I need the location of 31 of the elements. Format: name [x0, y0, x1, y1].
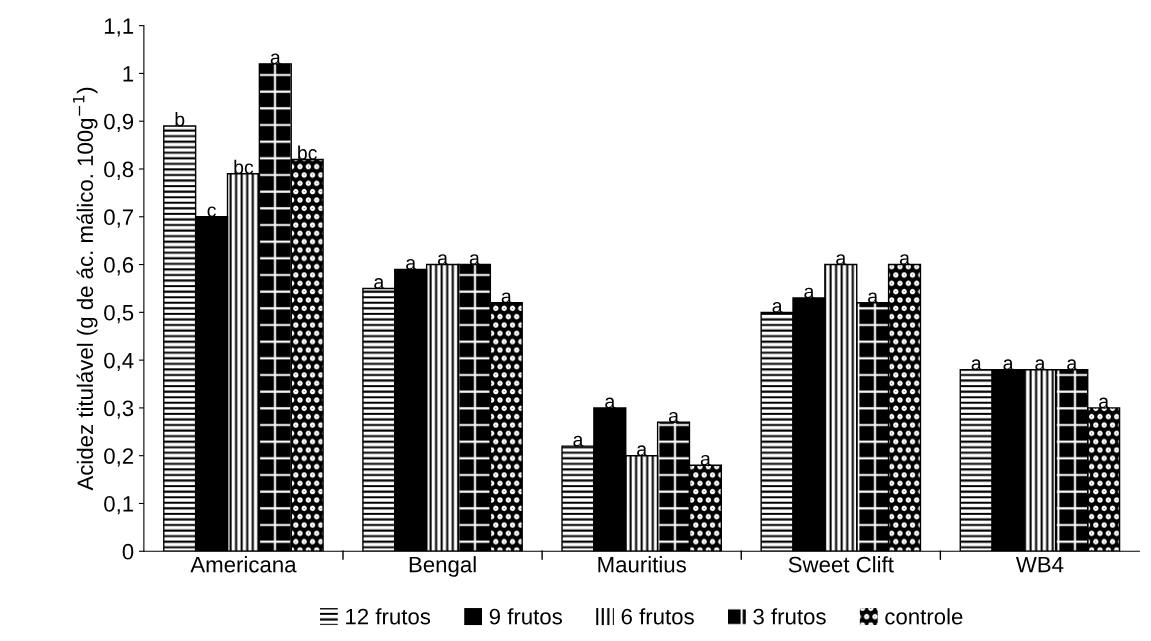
data-label: a — [605, 397, 616, 409]
legend-label: controle — [885, 608, 963, 625]
y-tick-label: 1,1 — [104, 18, 134, 37]
data-label: a — [270, 53, 281, 65]
y-tick-label: 0,1 — [104, 496, 134, 515]
data-label: a — [700, 454, 711, 466]
x-tick-label: Sweet Clift — [788, 556, 894, 573]
y-tick-label: 1 — [123, 66, 134, 82]
y-tick-label: 0,3 — [104, 400, 134, 419]
x-tick-label: WB4 — [1015, 556, 1064, 573]
y-tick-label: 0,9 — [104, 113, 134, 133]
data-label: b — [175, 112, 185, 127]
legend-label: 3 frutos — [753, 608, 826, 625]
x-tick-label: Bengal — [409, 556, 476, 577]
y-tick-label: 0,5 — [104, 304, 134, 324]
x-tick-label: Mauritius — [598, 556, 686, 573]
data-label: a — [804, 287, 815, 299]
y-tick-label: 0 — [122, 543, 134, 560]
y-tick-label: 0,7 — [104, 209, 134, 228]
data-label: a — [668, 411, 679, 423]
data-label: a — [1099, 397, 1110, 409]
y-tick-label: 0,8 — [104, 161, 134, 180]
y-axis-title: Acidez titulável (g de ác. málico. 100g$^{−1}$) — [73, 87, 98, 491]
y-tick-label: 0,4 — [104, 352, 134, 372]
y-tick-label: 0,2 — [104, 448, 134, 467]
y-tick-label: 0,6 — [104, 257, 134, 276]
legend-label: 6 frutos — [621, 608, 694, 625]
legend-label: 12 frutos — [346, 608, 431, 625]
x-tick-label: Americana — [190, 556, 297, 573]
data-label: a — [573, 435, 584, 447]
legend-label: 9 frutos — [489, 608, 562, 625]
